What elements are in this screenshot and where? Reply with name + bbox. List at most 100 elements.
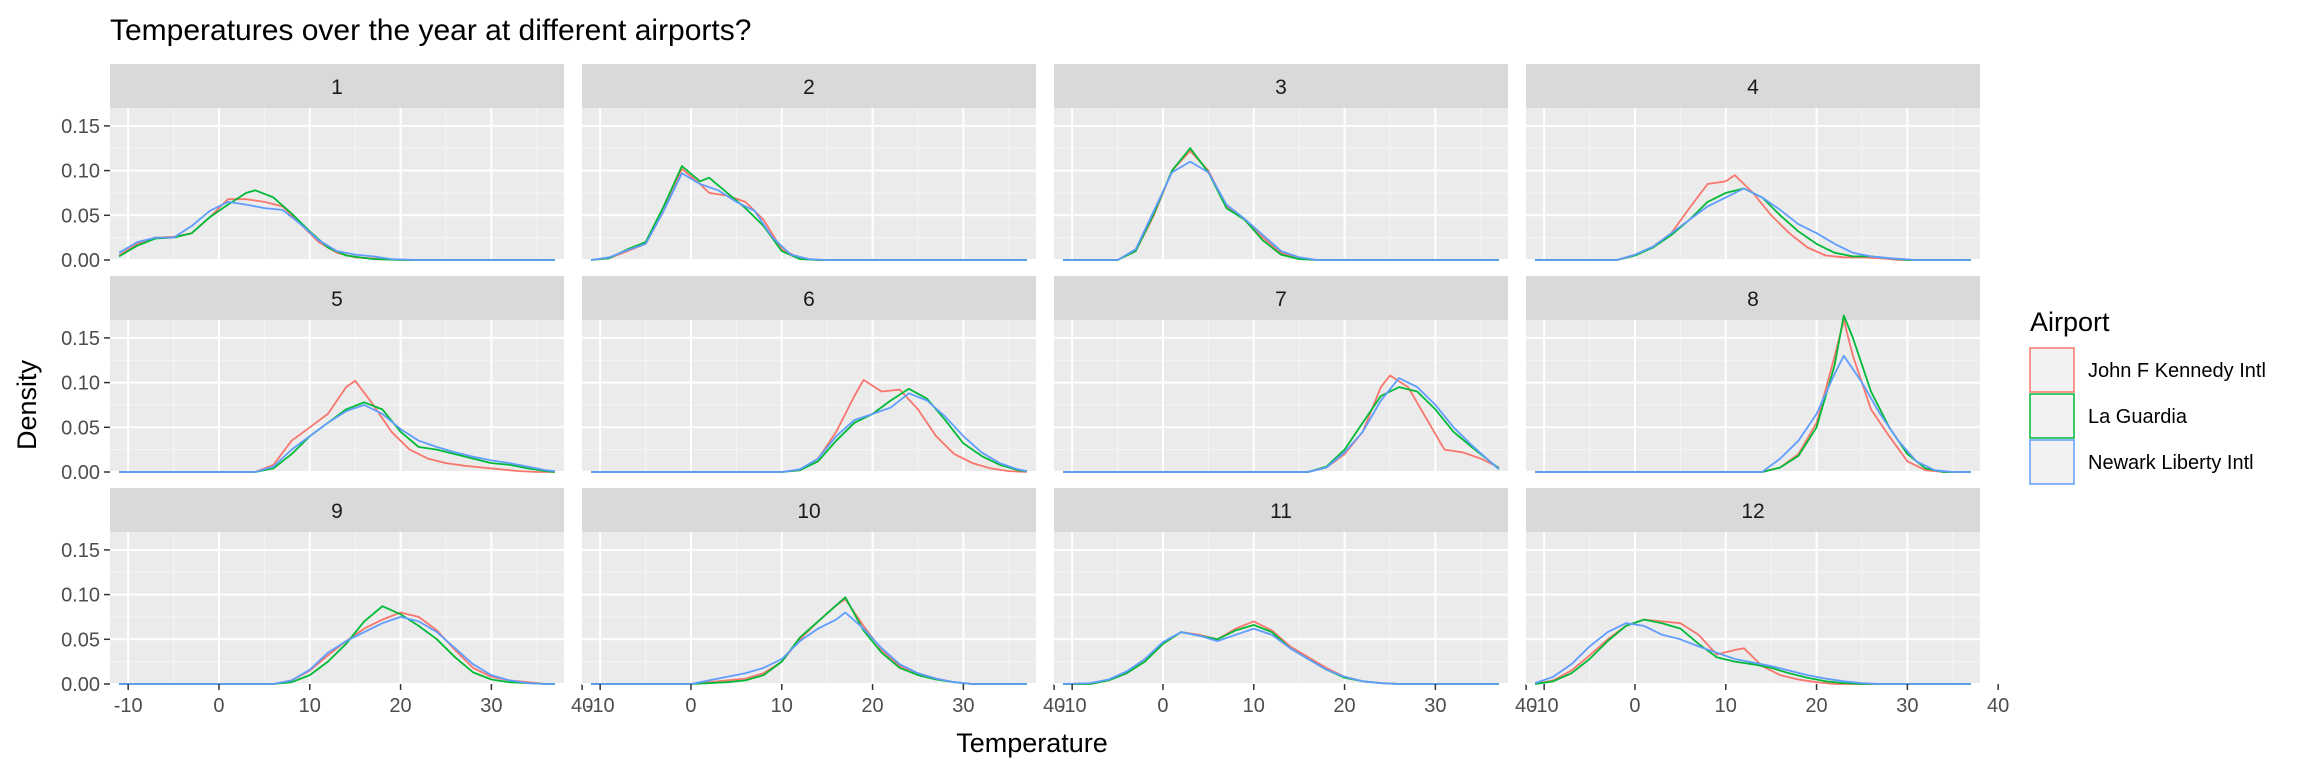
x-tick-label: 20 [1333, 695, 1355, 717]
y-tick-label: 0.10 [61, 585, 100, 607]
facet-panel-6: 6 [582, 276, 1036, 473]
density-line [1063, 377, 1500, 473]
x-tick-label: 0 [685, 695, 696, 717]
facet-panel-3: 3 [1054, 64, 1508, 261]
x-tick-label: 40 [1987, 695, 2009, 717]
x-tick-label: 20 [389, 695, 411, 717]
facet-strip-label: 3 [1275, 76, 1287, 99]
density-line [591, 392, 1028, 473]
panel-background [1054, 108, 1508, 260]
x-tick-label: 40 [1043, 695, 1065, 717]
x-tick-label: 20 [1805, 695, 1827, 717]
x-tick-label: 10 [1715, 695, 1737, 717]
facet-strip [110, 64, 564, 108]
facet-strip [1526, 488, 1980, 532]
x-tick-label: 30 [480, 695, 502, 717]
y-tick-label: 0.00 [61, 462, 100, 484]
facet-panel-2: 2 [582, 64, 1036, 261]
facet-strip [1526, 276, 1980, 320]
facet-strip-label: 2 [803, 76, 815, 99]
panel-background [1526, 108, 1980, 260]
density-line [118, 201, 555, 261]
y-tick-label: 0.05 [61, 205, 100, 227]
x-tick-label: 10 [771, 695, 793, 717]
density-line [119, 401, 555, 473]
x-tick-label: 30 [1424, 695, 1446, 717]
facet-strip-label: 5 [331, 288, 343, 311]
y-tick-label: 0.05 [61, 629, 100, 651]
facet-strip [582, 488, 1036, 532]
facet-strip [110, 276, 564, 320]
facet-strip [1054, 276, 1508, 320]
x-axis-label: Temperature [956, 728, 1108, 758]
facet-panel-12: 12 -10 0 10 20 30 40 [1526, 488, 2009, 717]
density-line [1063, 627, 1499, 685]
x-tick-label: 10 [1243, 695, 1265, 717]
panel-background [582, 532, 1036, 684]
x-tick-label: 0 [213, 695, 224, 717]
legend-key [2029, 439, 2075, 485]
facet-strip-label: 4 [1747, 76, 1759, 99]
legend-entry: La Guardia [2029, 393, 2188, 439]
density-line [1535, 314, 1971, 473]
x-tick-label: 0 [1629, 695, 1640, 717]
facet-strip [1526, 64, 1980, 108]
panel-background [1054, 320, 1508, 472]
y-tick-label: 0.10 [61, 373, 100, 395]
x-tick-label: 30 [952, 695, 974, 717]
facet-strip [110, 488, 564, 532]
facet-strip-label: 8 [1747, 288, 1759, 311]
density-line [119, 616, 555, 685]
x-tick-label: 20 [861, 695, 883, 717]
legend-key [2029, 347, 2075, 393]
x-tick-label: 10 [299, 695, 321, 717]
density-line [591, 165, 1027, 261]
facet-strip [582, 276, 1036, 320]
density-line [591, 387, 1027, 473]
x-tick-label: 0 [1157, 695, 1168, 717]
y-tick-label: 0.15 [61, 328, 100, 350]
density-line [1534, 618, 1971, 685]
facet-strip-label: 11 [1270, 500, 1292, 523]
legend-entry: John F Kennedy Intl [2029, 347, 2266, 393]
facet-strip [1054, 64, 1508, 108]
y-tick-label: 0.15 [61, 540, 100, 562]
facet-strip-label: 9 [331, 500, 343, 523]
panel-background [110, 320, 564, 472]
facet-strip-label: 10 [797, 500, 820, 523]
legend-entry: Newark Liberty Intl [2029, 439, 2254, 485]
chart-title: Temperatures over the year at different … [110, 14, 751, 47]
legend-entry-label: Newark Liberty Intl [2088, 452, 2254, 474]
density-line [119, 404, 555, 473]
facet-strip-label: 7 [1275, 288, 1287, 311]
facet-strip-label: 12 [1741, 500, 1764, 523]
legend-entry-label: La Guardia [2088, 406, 2188, 428]
y-tick-label: 0.10 [61, 161, 100, 183]
x-tick-label: 30 [1896, 695, 1918, 717]
density-line [1535, 354, 1971, 473]
facet-panel-5: 5 0.00 0.05 0.10 0.15 [61, 276, 564, 484]
panel-background [1526, 532, 1980, 684]
y-axis-label: Density [12, 359, 42, 450]
density-line [590, 172, 1027, 261]
facet-panel-11: 11 -10 0 10 20 30 40 [1054, 488, 1537, 717]
facet-strip-label: 1 [331, 76, 343, 99]
facet-panel-4: 4 [1526, 64, 1980, 261]
x-tick-label: -10 [1530, 695, 1559, 717]
y-tick-label: 0.15 [61, 116, 100, 138]
density-line [1535, 187, 1971, 261]
legend: Airport John F Kennedy Intl La Guardia New… [2029, 307, 2266, 485]
density-line [1534, 622, 1971, 685]
panel-background [1054, 532, 1508, 684]
facet-panel-9: 9 0.00 0.05 0.10 0.15 -10 0 10 20 30 40 [61, 488, 593, 717]
density-line [591, 611, 1027, 685]
density-line [1063, 160, 1499, 261]
legend-entry-label: John F Kennedy Intl [2088, 360, 2266, 382]
x-tick-label: -10 [586, 695, 615, 717]
y-tick-label: 0.00 [61, 674, 100, 696]
x-tick-label: -10 [1058, 695, 1087, 717]
legend-key [2029, 393, 2075, 439]
panel-background [582, 320, 1036, 472]
